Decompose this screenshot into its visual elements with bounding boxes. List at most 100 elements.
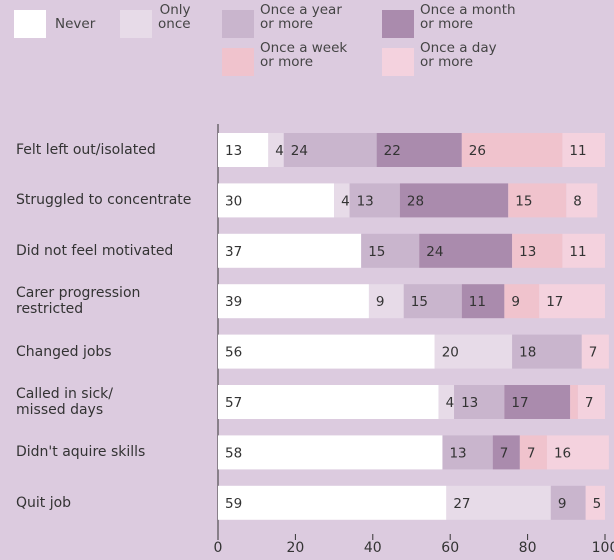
bar-segment xyxy=(399,183,509,218)
value-label: 11 xyxy=(569,143,586,159)
value-label: 11 xyxy=(569,244,586,260)
bar-segment xyxy=(403,284,462,319)
bar-segment xyxy=(283,133,377,167)
value-label: 13 xyxy=(519,244,536,260)
value-label: 7 xyxy=(585,395,594,411)
value-label: 11 xyxy=(469,294,486,310)
legend-swatch xyxy=(382,48,414,76)
value-label: 7 xyxy=(589,345,598,361)
value-label: 18 xyxy=(519,345,536,361)
bar-segment xyxy=(334,183,350,218)
value-label: 13 xyxy=(357,193,374,209)
legend-swatch xyxy=(120,10,152,38)
bar-segment xyxy=(504,385,571,419)
x-tick-label: 60 xyxy=(441,540,459,556)
bar-segment xyxy=(519,435,547,470)
bar-segment xyxy=(566,183,598,218)
bar-segment xyxy=(419,233,513,268)
value-label: 56 xyxy=(225,345,242,361)
bar-segment xyxy=(539,284,605,319)
value-label: 4 xyxy=(341,193,350,209)
bar-segment xyxy=(434,334,513,369)
bar-segment xyxy=(562,233,605,268)
category-label: Felt left out/isolated xyxy=(16,142,156,158)
bar-segment xyxy=(218,233,362,268)
value-label: 24 xyxy=(291,143,308,159)
bar-segment xyxy=(562,133,605,167)
bar-segment xyxy=(361,233,420,268)
value-label: 8 xyxy=(573,193,582,209)
bar-segment xyxy=(349,183,400,218)
value-label: 26 xyxy=(469,143,486,159)
bar-segment xyxy=(546,435,609,470)
category-label: Didn't aquire skills xyxy=(16,444,146,461)
value-label: 28 xyxy=(407,193,424,209)
value-label: 58 xyxy=(225,445,242,461)
bar-segment xyxy=(461,133,563,167)
value-label: 17 xyxy=(511,395,528,411)
legend-label: Once a month or more xyxy=(420,2,516,32)
legend-label: Only once xyxy=(158,2,191,32)
bar-segment xyxy=(508,183,567,218)
bar-segment xyxy=(438,385,455,419)
value-label: 59 xyxy=(225,496,242,512)
category-label: Carer progression restricted xyxy=(16,285,141,318)
value-label: 13 xyxy=(461,395,478,411)
x-tick-label: 20 xyxy=(286,540,304,556)
value-label: 15 xyxy=(515,193,532,209)
bar-segment xyxy=(512,334,582,369)
x-tick-label: 100 xyxy=(592,540,614,556)
legend-swatch xyxy=(222,10,254,38)
x-tick-label: 80 xyxy=(519,540,537,556)
bar-segment xyxy=(368,284,404,319)
value-label: 4 xyxy=(446,395,455,411)
legend-label: Never xyxy=(55,16,96,32)
value-label: 9 xyxy=(376,294,385,310)
value-label: 7 xyxy=(527,445,536,461)
bar-segment xyxy=(218,485,447,520)
value-label: 5 xyxy=(593,496,602,512)
bar-segment xyxy=(454,385,505,419)
value-label: 37 xyxy=(225,244,242,260)
legend-swatch xyxy=(382,10,414,38)
value-label: 9 xyxy=(511,294,520,310)
x-tick-label: 0 xyxy=(214,540,223,556)
value-label: 7 xyxy=(500,445,509,461)
bar-segment xyxy=(376,133,462,167)
value-label: 17 xyxy=(546,294,563,310)
bar-segment xyxy=(218,435,443,470)
bar-segment xyxy=(581,334,609,369)
x-tick-label: 40 xyxy=(364,540,382,556)
value-label: 15 xyxy=(368,244,385,260)
bar-segment xyxy=(218,183,335,218)
category-label: Quit job xyxy=(16,494,72,511)
value-label: 4 xyxy=(275,143,284,159)
value-label: 30 xyxy=(225,193,242,209)
value-label: 57 xyxy=(225,395,242,411)
value-label: 24 xyxy=(426,244,443,260)
bar-segment xyxy=(442,435,493,470)
value-label: 13 xyxy=(449,445,466,461)
category-label: Did not feel motivated xyxy=(16,242,174,259)
legend-swatch xyxy=(14,10,46,38)
bar-segment xyxy=(512,233,563,268)
bar-segment xyxy=(218,284,369,319)
bar-segment xyxy=(570,385,578,419)
bar-segment xyxy=(585,485,605,520)
bar-segment xyxy=(504,284,540,319)
category-label: Called in sick/ missed days xyxy=(16,386,114,418)
bar-segment xyxy=(218,133,269,167)
value-label: 27 xyxy=(453,496,470,512)
value-label: 9 xyxy=(558,496,567,512)
bar-segment xyxy=(550,485,586,520)
bar-segment xyxy=(446,485,551,520)
value-label: 22 xyxy=(384,143,401,159)
legend-label: Once a day or more xyxy=(420,40,497,70)
category-label: Struggled to concentrate xyxy=(16,192,192,209)
value-label: 20 xyxy=(442,345,459,361)
value-label: 13 xyxy=(225,143,242,159)
bar-segment xyxy=(218,385,439,419)
legend-label: Once a year or more xyxy=(260,2,342,32)
bar-segment xyxy=(492,435,520,470)
